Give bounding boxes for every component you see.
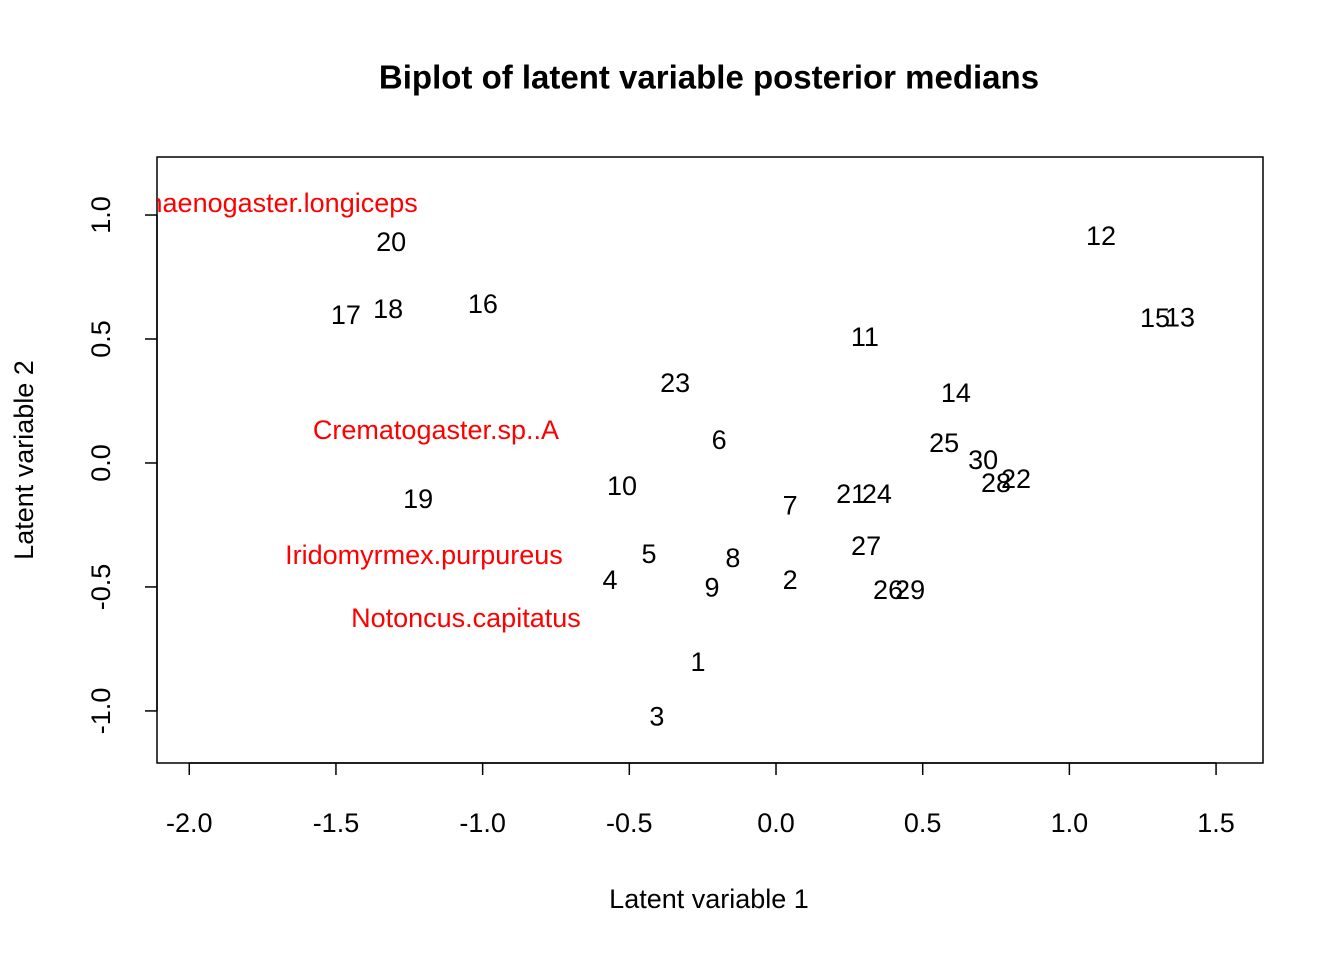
point-label: 14 [941, 378, 971, 408]
point-label: 23 [660, 368, 690, 398]
point-label: 11 [851, 322, 879, 352]
point-label: 12 [1086, 221, 1116, 251]
point-label: 16 [468, 289, 498, 319]
point-label: 27 [851, 531, 881, 561]
point-label: 7 [783, 491, 798, 521]
x-axis-label: Latent variable 1 [609, 884, 809, 914]
point-label: Iridomyrmex.purpureus [285, 540, 563, 570]
y-tick-label: 0.5 [86, 320, 116, 358]
point-label: 18 [373, 294, 403, 324]
y-axis-label: Latent variable 2 [9, 360, 39, 560]
point-label: 1 [690, 647, 705, 677]
point-label: 10 [607, 471, 637, 501]
point-label: Notoncus.capitatus [351, 603, 581, 633]
y-tick-label: 0.0 [86, 444, 116, 482]
y-tick-label: -0.5 [86, 564, 116, 611]
x-tick-label: 0.0 [757, 808, 795, 838]
point-label: 17 [331, 300, 361, 330]
point-label: 22 [1001, 464, 1031, 494]
point-label: 25 [929, 428, 959, 458]
x-tick-label: 1.0 [1051, 808, 1089, 838]
point-label: Crematogaster.sp..A [313, 415, 559, 445]
y-tick-label: -1.0 [86, 688, 116, 735]
y-tick-label: 1.0 [86, 196, 116, 234]
point-label: 28 [981, 468, 1011, 498]
point-label: 13 [1165, 302, 1195, 332]
point-label: Aphaenogaster.longiceps [115, 188, 418, 218]
point-label: 3 [649, 701, 664, 731]
point-label: 8 [725, 543, 740, 573]
point-label: 29 [895, 575, 925, 605]
point-label: 5 [641, 539, 656, 569]
x-tick-label: -1.0 [459, 808, 506, 838]
x-tick-label: 0.5 [904, 808, 942, 838]
point-label: 20 [376, 227, 406, 257]
point-label: 30 [968, 445, 998, 475]
point-label: 24 [862, 479, 892, 509]
point-label: 6 [712, 425, 727, 455]
point-label: 19 [403, 484, 433, 514]
x-tick-label: 1.5 [1197, 808, 1235, 838]
point-label: 21 [836, 479, 866, 509]
point-label: 4 [602, 565, 617, 595]
point-label: 2 [783, 565, 798, 595]
point-label: 26 [873, 575, 903, 605]
x-tick-label: -0.5 [606, 808, 653, 838]
x-tick-label: -2.0 [166, 808, 213, 838]
chart-title: Biplot of latent variable posterior medi… [379, 59, 1039, 96]
x-tick-label: -1.5 [313, 808, 360, 838]
point-label: 9 [705, 573, 720, 603]
point-label: 15 [1140, 303, 1170, 333]
